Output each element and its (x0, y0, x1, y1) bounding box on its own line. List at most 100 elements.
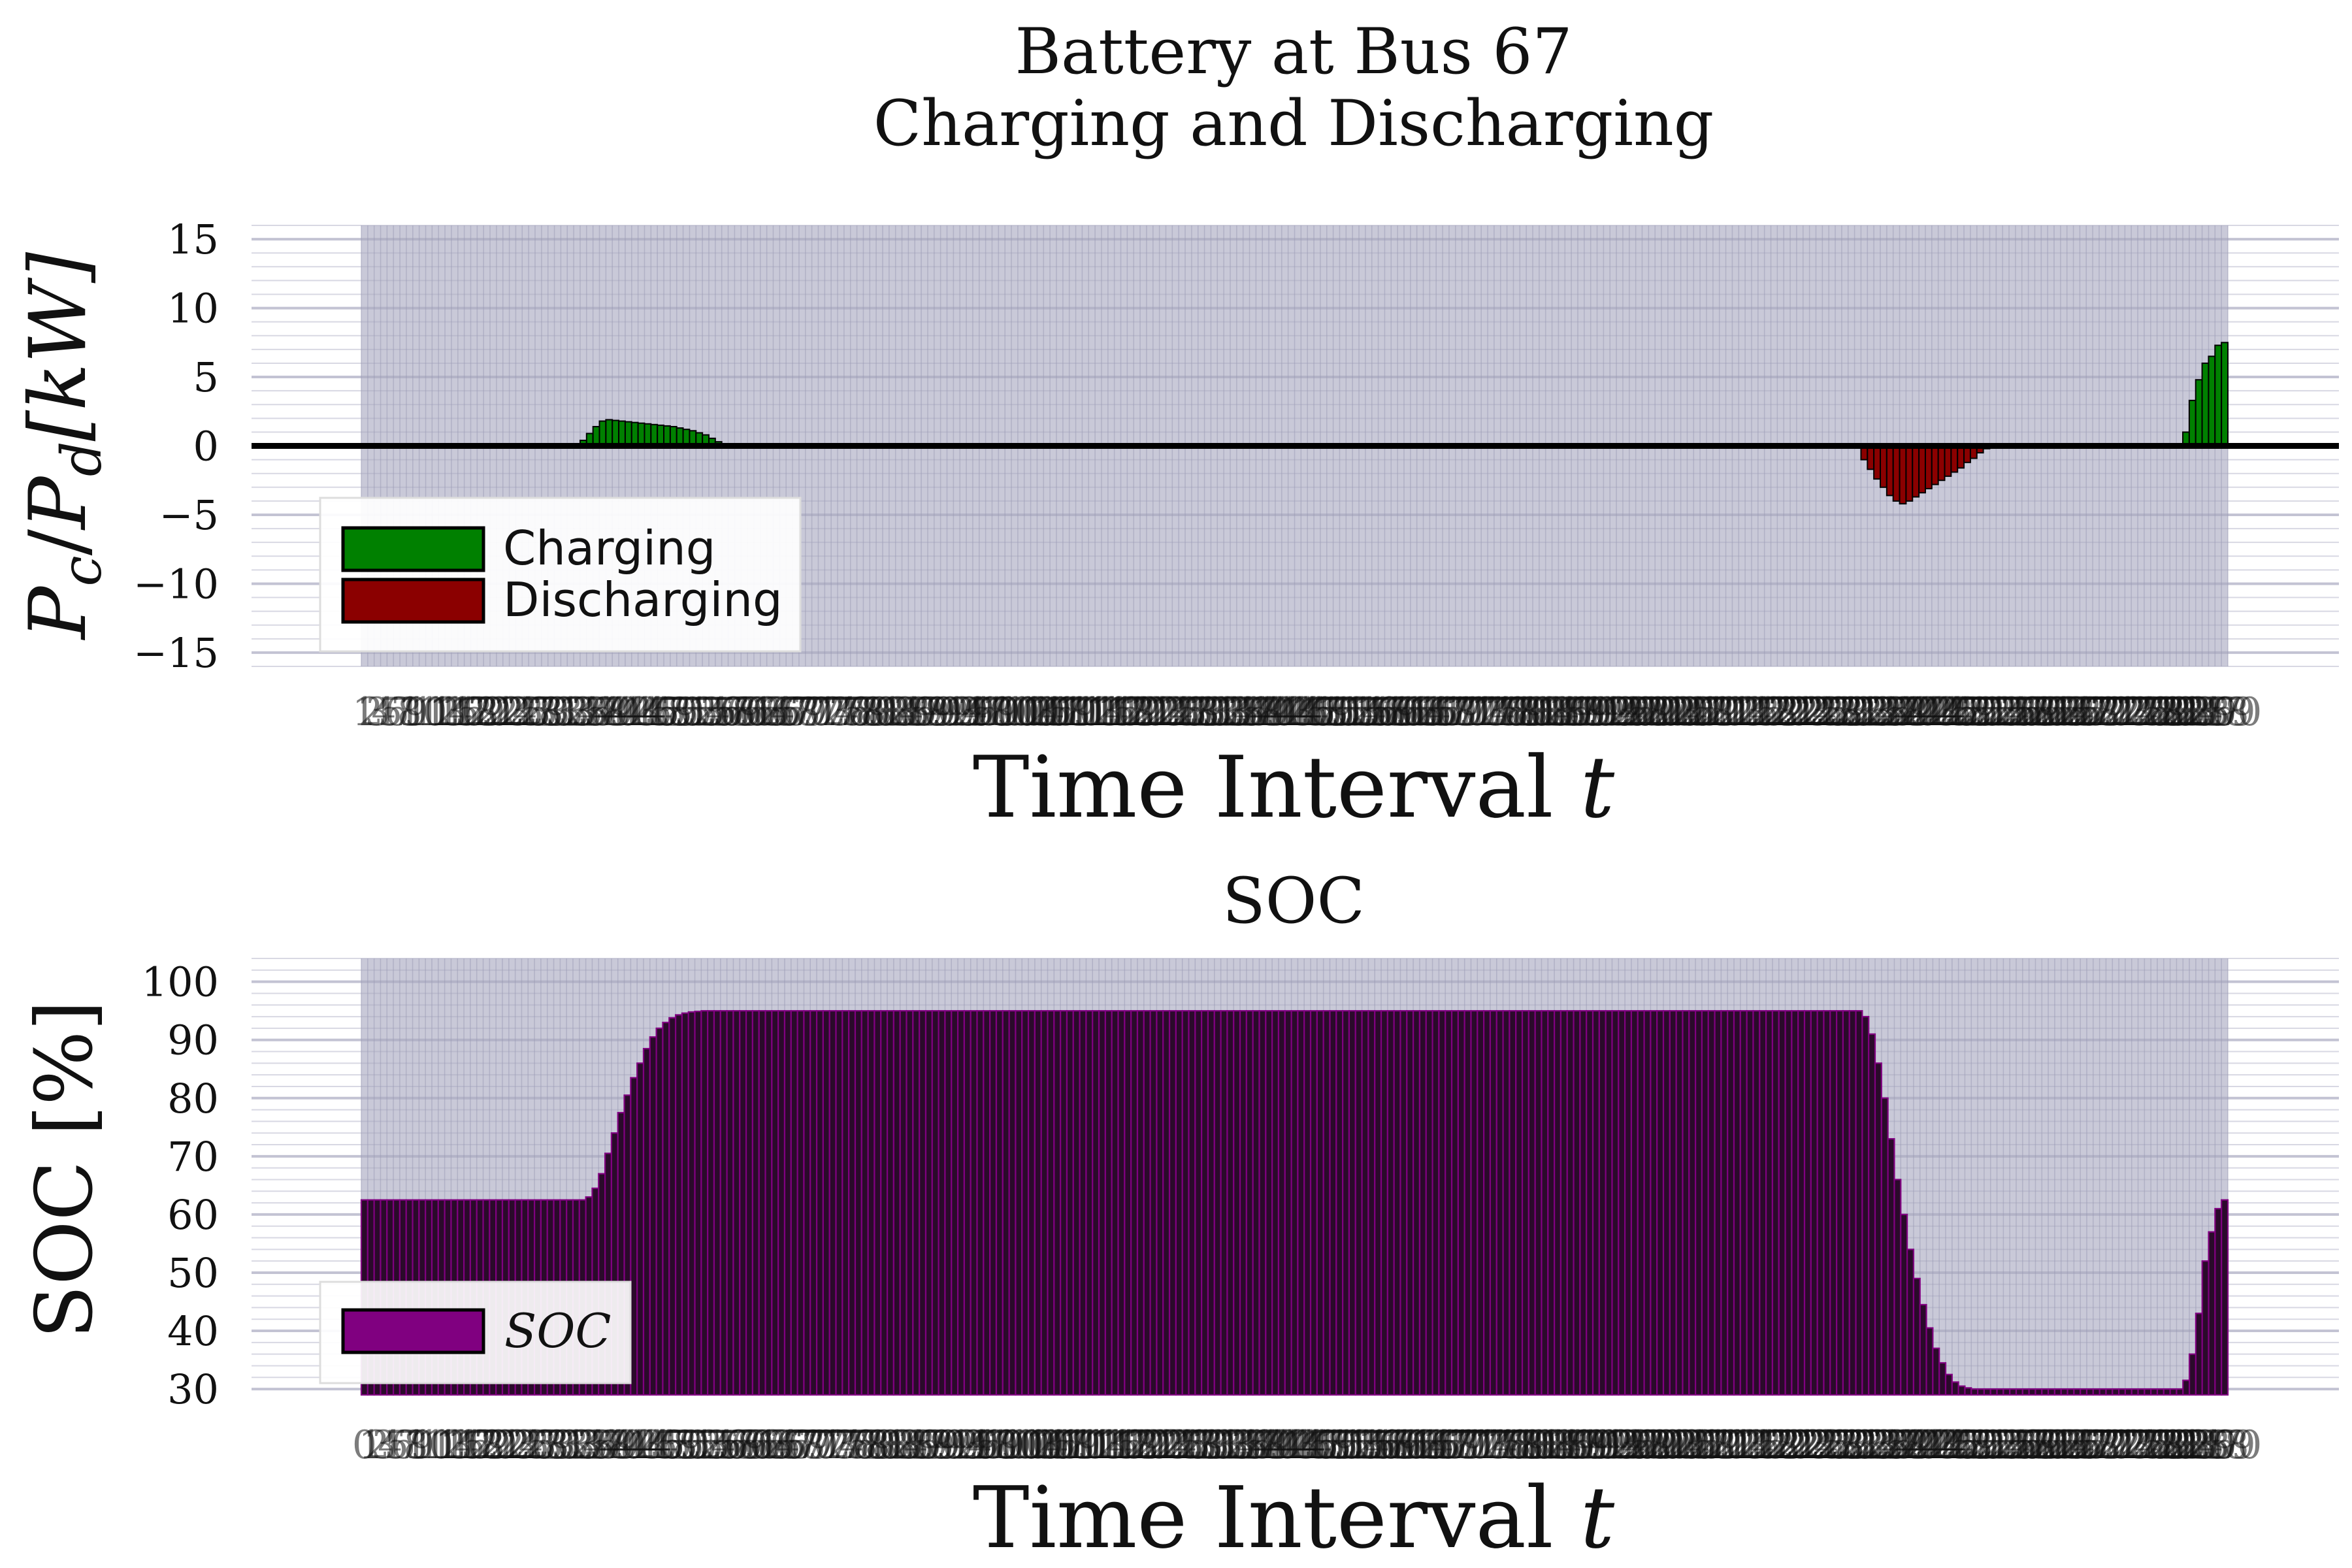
x-tick-label: 137 (1202, 689, 1277, 735)
x-tick-label: 83 (868, 689, 917, 735)
soc-bar (2182, 1379, 2191, 1396)
soc-bar (1124, 1010, 1132, 1396)
soc-bar (1656, 1010, 1665, 1396)
soc-bar (1682, 1010, 1690, 1396)
x-tick-label: 237 (1846, 689, 1921, 735)
x-tick-label: 6 (384, 689, 409, 735)
x-tick-label: 136 (1196, 689, 1271, 735)
x-tick-label: 0 (352, 1422, 377, 1468)
x-tick-label: 12 (410, 689, 460, 735)
soc-bar (828, 1010, 837, 1396)
y-tick-label: 10 (167, 285, 219, 333)
x-tick-label: 31 (538, 1422, 588, 1468)
soc-bar (1554, 1010, 1562, 1396)
x-tick-label: 269 (2053, 1422, 2128, 1468)
soc-bar (880, 1010, 889, 1396)
charging-bar (2221, 342, 2229, 447)
soc-bar (1669, 1010, 1677, 1396)
soc-bar (2208, 1231, 2216, 1396)
x-tick-label: 123 (1116, 1422, 1191, 1468)
x-tick-label: 185 (1511, 689, 1586, 735)
legend-soc-swatch (341, 1308, 485, 1354)
x-tick-label: 103 (984, 689, 1059, 735)
x-tick-label: 202 (1623, 1422, 1698, 1468)
x-tick-label: 262 (2007, 689, 2082, 735)
x-tick-label: 162 (1364, 689, 1439, 735)
x-tick-label: 194 (1569, 689, 1644, 735)
x-tick-label: 252 (1944, 1422, 2019, 1468)
x-tick-label: 222 (1750, 689, 1825, 735)
x-tick-label: 171 (1424, 1422, 1499, 1468)
x-tick-label: 14 (423, 689, 473, 735)
soc-bar (1271, 1010, 1280, 1396)
x-tick-label: 202 (1621, 689, 1696, 735)
x-tick-label: 2 (359, 689, 384, 735)
soc-bar (2176, 1388, 2184, 1396)
x-tick-label: 22 (475, 689, 525, 735)
x-tick-label: 277 (2104, 689, 2179, 735)
soc-bar (1495, 1010, 1504, 1396)
x-tick-label: 8 (397, 689, 422, 735)
soc-bar (1290, 1010, 1299, 1396)
x-tick-label: 87 (898, 1422, 947, 1468)
soc-bar (2021, 1388, 2030, 1396)
soc-bar (1502, 1010, 1511, 1396)
x-tick-label: 176 (1456, 1422, 1531, 1468)
x-tick-label: 45 (629, 1422, 678, 1468)
x-tick-label: 98 (964, 689, 1013, 735)
bottom-y-axis-label: SOC [%] (20, 1000, 110, 1339)
x-tick-label: 246 (1904, 689, 1979, 735)
x-tick-label: 88 (904, 1422, 954, 1468)
soc-bar (956, 1010, 965, 1396)
x-tick-label: 197 (1591, 1422, 1666, 1468)
top-x-axis-label: Time Interval t (973, 738, 1615, 837)
soc-bar (1906, 1249, 1915, 1396)
x-tick-label: 138 (1213, 1422, 1288, 1468)
x-tick-label: 241 (1872, 689, 1947, 735)
x-tick-label: 163 (1370, 689, 1445, 735)
x-tick-label: 157 (1331, 689, 1407, 735)
x-tick-label: 265 (2027, 1422, 2102, 1468)
soc-bar (2124, 1388, 2132, 1396)
x-tick-label: 68 (776, 1422, 825, 1468)
x-tick-label: 255 (1963, 1422, 2038, 1468)
soc-bar (970, 1010, 978, 1396)
soc-bar (2099, 1388, 2107, 1396)
soc-bar (790, 1010, 798, 1396)
soc-bar (1348, 1010, 1356, 1396)
x-tick-label: 47 (641, 1422, 691, 1468)
x-tick-label: 55 (693, 1422, 742, 1468)
x-tick-label: 111 (1039, 1422, 1114, 1468)
x-tick-label: 195 (1578, 1422, 1653, 1468)
x-tick-label: 264 (2021, 1422, 2096, 1468)
x-tick-label: 62 (732, 689, 782, 735)
soc-bar (2041, 1388, 2050, 1396)
soc-bar (1335, 1010, 1344, 1396)
x-tick-label: 1 (352, 689, 377, 735)
x-tick-label: 278 (2110, 689, 2185, 735)
soc-bar (1233, 1010, 1241, 1396)
x-tick-label: 201 (1614, 689, 1690, 735)
x-tick-label: 100 (964, 689, 1039, 735)
x-tick-label: 130 (1158, 689, 1233, 735)
x-tick-label: 243 (1885, 689, 1960, 735)
x-tick-label: 33 (546, 689, 595, 735)
soc-bar (951, 1010, 959, 1396)
soc-bar (1893, 1179, 1902, 1396)
x-tick-label: 110 (1033, 1422, 1108, 1468)
x-tick-label: 232 (1815, 1422, 1890, 1468)
x-tick-label: 216 (1712, 1422, 1788, 1468)
x-tick-label: 251 (1936, 689, 2012, 735)
x-tick-label: 282 (2136, 689, 2211, 735)
soc-bar (1611, 1010, 1620, 1396)
soc-bar (1547, 1010, 1556, 1396)
soc-bar (1527, 1010, 1536, 1396)
y-tick-label: 5 (193, 353, 219, 401)
x-tick-label: 5 (378, 689, 402, 735)
x-tick-label: 124 (1122, 1422, 1198, 1468)
x-tick-label: 200 (1610, 1422, 1685, 1468)
soc-bar (687, 1011, 696, 1396)
x-tick-label: 44 (616, 689, 666, 735)
